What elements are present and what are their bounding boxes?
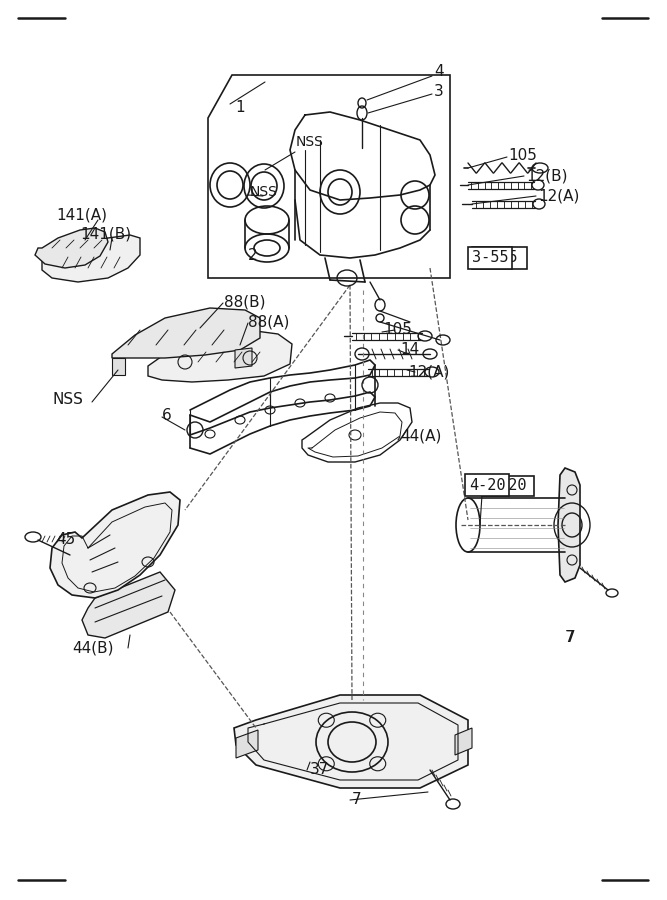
Text: 6: 6 bbox=[162, 408, 171, 422]
Text: 105: 105 bbox=[383, 322, 412, 338]
Polygon shape bbox=[558, 468, 580, 582]
Bar bbox=[472, 247, 527, 269]
Polygon shape bbox=[82, 572, 175, 638]
Text: 7: 7 bbox=[566, 631, 576, 645]
Polygon shape bbox=[235, 348, 252, 368]
Text: 141(B): 141(B) bbox=[80, 227, 131, 241]
Text: 44(A): 44(A) bbox=[400, 428, 442, 444]
Text: 2: 2 bbox=[248, 248, 257, 263]
Polygon shape bbox=[455, 728, 472, 755]
Text: 44(B): 44(B) bbox=[72, 641, 113, 655]
Text: 7: 7 bbox=[352, 793, 362, 807]
Text: 4−20: 4−20 bbox=[490, 479, 526, 493]
Text: 3: 3 bbox=[434, 85, 444, 100]
Text: 88(A): 88(A) bbox=[248, 314, 289, 329]
Polygon shape bbox=[35, 228, 108, 268]
Text: 4: 4 bbox=[434, 65, 444, 79]
Text: 3-55: 3-55 bbox=[472, 250, 508, 266]
Text: 88(B): 88(B) bbox=[224, 294, 265, 310]
Text: 3−55: 3−55 bbox=[481, 250, 517, 266]
Polygon shape bbox=[148, 330, 292, 382]
Text: NSS: NSS bbox=[250, 185, 278, 199]
Text: NSS: NSS bbox=[296, 135, 324, 149]
Text: 141(A): 141(A) bbox=[56, 208, 107, 222]
Polygon shape bbox=[50, 492, 180, 598]
Polygon shape bbox=[112, 358, 125, 375]
Text: 14: 14 bbox=[400, 343, 420, 357]
Text: 37: 37 bbox=[310, 762, 329, 778]
Text: 1: 1 bbox=[235, 101, 245, 115]
Bar bbox=[482, 476, 534, 496]
Text: 12(A): 12(A) bbox=[408, 364, 450, 380]
Polygon shape bbox=[236, 730, 258, 758]
Polygon shape bbox=[302, 403, 412, 462]
Polygon shape bbox=[42, 235, 140, 282]
Polygon shape bbox=[208, 75, 450, 278]
Text: 12(A): 12(A) bbox=[538, 188, 580, 203]
Text: 105: 105 bbox=[508, 148, 537, 163]
Text: 12(B): 12(B) bbox=[526, 168, 568, 184]
Polygon shape bbox=[112, 308, 260, 358]
Text: NSS: NSS bbox=[52, 392, 83, 408]
Polygon shape bbox=[234, 695, 468, 788]
Text: 45: 45 bbox=[56, 533, 75, 547]
Text: 4-20: 4-20 bbox=[469, 478, 505, 492]
Text: 7: 7 bbox=[565, 631, 575, 645]
